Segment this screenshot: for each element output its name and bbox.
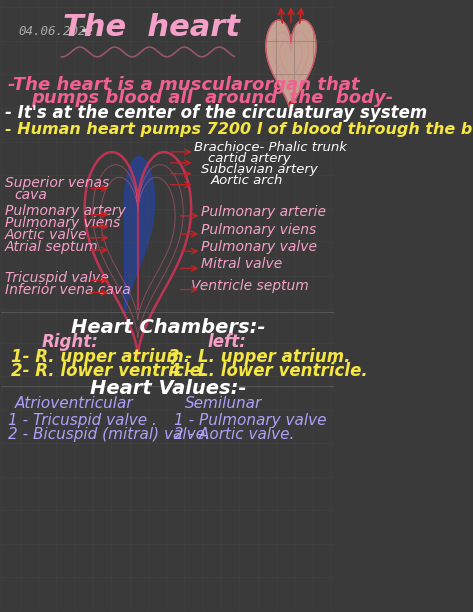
Text: Pulmonary valve: Pulmonary valve [201,240,317,254]
Text: ✒: ✒ [81,24,94,39]
Polygon shape [266,20,316,115]
Text: 3 - L. upper atrium.: 3 - L. upper atrium. [168,348,350,366]
Text: 04.06.2022: 04.06.2022 [18,25,93,38]
Text: - It's at the center of the circulaturay system: - It's at the center of the circulaturay… [5,105,427,122]
Text: 1 - Pulmonary valve: 1 - Pulmonary valve [175,413,327,428]
Text: Brachioce- Phalic trunk: Brachioce- Phalic trunk [194,141,347,154]
Text: Subclavian artery: Subclavian artery [201,163,318,176]
Text: Superior venas: Superior venas [5,176,109,190]
Text: -The heart is a muscularorgan that: -The heart is a muscularorgan that [8,76,359,94]
Text: Aortic arch: Aortic arch [211,174,283,187]
Text: 2 - Bicuspid (mitral) valve.: 2 - Bicuspid (mitral) valve. [8,427,210,442]
Text: Inferior vena cava: Inferior vena cava [5,283,131,297]
Text: Atrial septum: Atrial septum [5,240,98,254]
Polygon shape [124,157,155,317]
Text: Aortic valve: Aortic valve [5,228,87,242]
Text: The  heart: The heart [63,12,240,42]
Text: cartid artery: cartid artery [208,152,290,165]
Text: Mitral valve: Mitral valve [201,257,282,271]
Text: 2- R. lower ventricle.: 2- R. lower ventricle. [11,362,208,380]
Text: Heart Chambers:-: Heart Chambers:- [70,318,265,337]
Text: Pulmonary viens: Pulmonary viens [5,216,120,230]
Text: Heart Values:-: Heart Values:- [89,379,246,398]
Text: 4 - L. lower ventricle.: 4 - L. lower ventricle. [168,362,368,380]
Text: Ventricle septum: Ventricle septum [191,278,309,293]
Text: - Human heart pumps 7200 l of blood through the body: - Human heart pumps 7200 l of blood thro… [5,122,473,136]
Text: 2 - Aortic valve.: 2 - Aortic valve. [175,427,295,442]
Text: left:: left: [208,334,246,351]
Text: Pulmonary arterie: Pulmonary arterie [201,205,326,219]
Text: Atrioventricular: Atrioventricular [15,397,133,411]
Text: Pulmonary artery: Pulmonary artery [5,204,126,218]
Text: Semilunar: Semilunar [184,397,262,411]
Text: pumps blood all  around  the  body-: pumps blood all around the body- [31,89,394,107]
Text: Tricuspid valve: Tricuspid valve [5,271,108,285]
Text: 1- R. upper atrium.: 1- R. upper atrium. [11,348,191,366]
Text: cava: cava [15,188,48,203]
Text: Right:: Right: [41,334,98,351]
Text: Pulmonary viens: Pulmonary viens [201,223,316,237]
Text: 1 - Tricuspid valve .: 1 - Tricuspid valve . [8,413,157,428]
